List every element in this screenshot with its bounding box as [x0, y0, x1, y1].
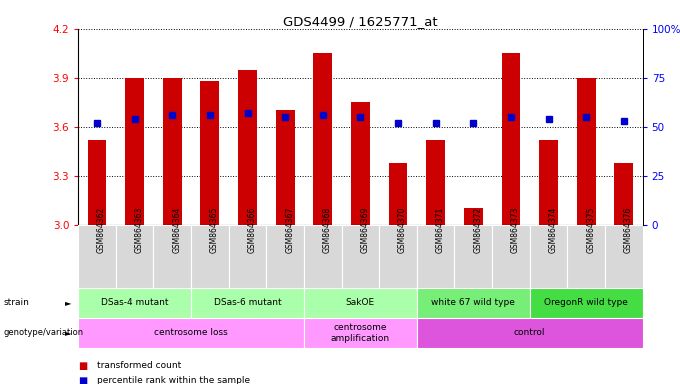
- Text: genotype/variation: genotype/variation: [3, 328, 84, 338]
- Text: GSM864366: GSM864366: [248, 207, 256, 253]
- Text: centrosome loss: centrosome loss: [154, 328, 228, 338]
- Bar: [191, 225, 228, 288]
- Text: strain: strain: [3, 298, 29, 308]
- Bar: [492, 225, 530, 288]
- Text: OregonR wild type: OregonR wild type: [544, 298, 628, 308]
- Text: GSM864367: GSM864367: [285, 207, 294, 253]
- Bar: [304, 225, 341, 288]
- Text: GSM864362: GSM864362: [97, 207, 106, 253]
- Text: GSM864363: GSM864363: [135, 207, 143, 253]
- Text: GSM864375: GSM864375: [586, 207, 595, 253]
- Bar: [417, 288, 530, 318]
- Bar: [530, 225, 567, 288]
- Text: GSM864373: GSM864373: [511, 207, 520, 253]
- Bar: [539, 140, 558, 225]
- Text: GSM864371: GSM864371: [436, 207, 445, 253]
- Text: GSM864369: GSM864369: [360, 207, 369, 253]
- Text: GSM864374: GSM864374: [549, 207, 558, 253]
- Bar: [379, 225, 417, 288]
- Bar: [201, 81, 219, 225]
- Bar: [78, 318, 304, 348]
- Text: ►: ►: [65, 298, 71, 308]
- Text: transformed count: transformed count: [97, 361, 182, 371]
- Text: GSM864376: GSM864376: [624, 207, 633, 253]
- Bar: [154, 225, 191, 288]
- Text: ■: ■: [78, 361, 88, 371]
- Bar: [567, 225, 605, 288]
- Text: ■: ■: [78, 376, 88, 384]
- Bar: [304, 318, 417, 348]
- Bar: [276, 111, 294, 225]
- Text: GSM864370: GSM864370: [398, 207, 407, 253]
- Text: control: control: [514, 328, 545, 338]
- Bar: [389, 163, 407, 225]
- Bar: [116, 225, 154, 288]
- Bar: [78, 225, 116, 288]
- Text: SakOE: SakOE: [346, 298, 375, 308]
- Text: centrosome
amplification: centrosome amplification: [331, 323, 390, 343]
- Bar: [304, 288, 417, 318]
- Text: DSas-4 mutant: DSas-4 mutant: [101, 298, 169, 308]
- Bar: [351, 102, 370, 225]
- Bar: [530, 288, 643, 318]
- Bar: [78, 288, 191, 318]
- Bar: [454, 225, 492, 288]
- Bar: [577, 78, 596, 225]
- Bar: [341, 225, 379, 288]
- Bar: [417, 318, 643, 348]
- Bar: [267, 225, 304, 288]
- Text: GSM864365: GSM864365: [210, 207, 219, 253]
- Bar: [615, 163, 633, 225]
- Bar: [88, 140, 106, 225]
- Bar: [228, 225, 267, 288]
- Text: GSM864368: GSM864368: [323, 207, 332, 253]
- Text: GSM864364: GSM864364: [172, 207, 182, 253]
- Bar: [426, 140, 445, 225]
- Text: percentile rank within the sample: percentile rank within the sample: [97, 376, 250, 384]
- Text: GSM864372: GSM864372: [473, 207, 482, 253]
- Bar: [464, 209, 483, 225]
- Bar: [125, 78, 144, 225]
- Bar: [502, 53, 520, 225]
- Bar: [417, 225, 454, 288]
- Bar: [238, 70, 257, 225]
- Bar: [313, 53, 332, 225]
- Text: ►: ►: [65, 328, 71, 338]
- Bar: [605, 225, 643, 288]
- Title: GDS4499 / 1625771_at: GDS4499 / 1625771_at: [283, 15, 438, 28]
- Bar: [191, 288, 304, 318]
- Text: white 67 wild type: white 67 wild type: [431, 298, 515, 308]
- Bar: [163, 78, 182, 225]
- Text: DSas-6 mutant: DSas-6 mutant: [214, 298, 282, 308]
